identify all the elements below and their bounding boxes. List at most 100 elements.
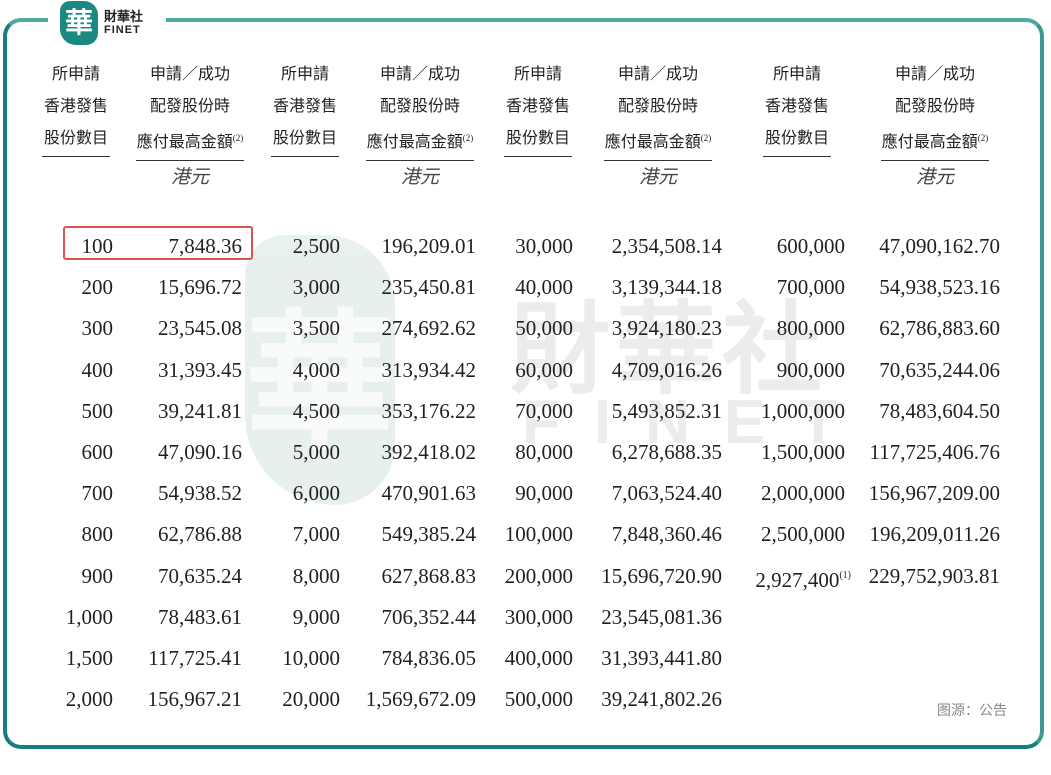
shares-value: 1,500,000: [761, 439, 845, 464]
shares-value: 5,000: [292, 439, 340, 464]
header-line: 香港發售: [266, 90, 344, 122]
cell-amount: 2,354,508.14: [611, 234, 722, 258]
cell-amount: 117,725.41: [148, 645, 242, 670]
cell-amount: 7,848.36: [168, 234, 243, 258]
shares-value: 800,000: [776, 316, 845, 341]
logo-mark-icon: 華: [60, 1, 98, 45]
shares-value: 2,927,400: [755, 567, 840, 592]
header-line: 配發股份時: [599, 90, 717, 122]
cell-amount: 4,709,016.26: [611, 357, 722, 382]
shares-value: 2,500: [292, 234, 340, 258]
cell-shares: 90,000: [463, 477, 573, 518]
cell-amount: 549,385.24: [381, 522, 477, 547]
cell-shares: 100: [3, 230, 114, 271]
currency-unit-label: 港元: [638, 167, 677, 188]
header-line: 股份數目: [266, 122, 344, 157]
shares-value: 1,000: [65, 604, 113, 629]
cell-amount: 235,450.81: [381, 275, 477, 300]
header-text: 香港發售: [505, 96, 570, 115]
cell-shares: 2,927,400(1): [735, 560, 851, 601]
header-text: 申請／成功: [379, 64, 460, 83]
cell-shares: 3,000: [230, 271, 340, 312]
header-text: 申請／成功: [617, 64, 698, 83]
cell-shares: 80,000: [463, 436, 573, 477]
header-text: 股份數目: [271, 122, 339, 157]
cell-amount: 62,786,883.60: [879, 316, 1000, 341]
footnote-ref: (2): [232, 133, 244, 143]
header-text: 配發股份時: [894, 96, 975, 115]
cell-shares: 7,000: [230, 518, 340, 559]
cell-amount: 78,483.61: [158, 604, 242, 629]
cell-amount: 31,393,441.80: [601, 645, 722, 670]
cell-amount: 353,176.22: [381, 398, 477, 423]
cell-shares: 20,000: [230, 683, 340, 724]
header-text: 所申請: [51, 64, 100, 83]
cell-shares: 800: [3, 518, 114, 559]
cell-shares: 9,000: [230, 601, 340, 642]
shares-value: 600,000: [776, 234, 845, 258]
header-shares-applied: 所申請 香港發售 股份數目: [37, 58, 115, 157]
cell-amount: 7,848,360.46: [611, 522, 722, 547]
shares-value: 1,000,000: [761, 398, 845, 423]
column-amount-group-4: 47,090,162.70 54,938,523.16 62,786,883.60 7…: [840, 230, 1000, 601]
shares-value: 500,000: [504, 687, 573, 712]
cell-amount: 470,901.63: [381, 481, 477, 506]
header-line: 香港發售: [499, 90, 577, 122]
column-shares-group-2: 2,500 3,000 3,500 4,000 4,500 5,000 6,000 7,000…: [230, 230, 340, 724]
cell-amount: 47,090,162.70: [879, 234, 1000, 258]
header-text: 股份數目: [505, 128, 570, 147]
header-text: 香港發售: [764, 96, 829, 115]
cell-shares: 500: [3, 395, 114, 436]
footnote-ref: (2): [977, 133, 989, 143]
header-text: 香港發售: [272, 96, 337, 115]
shares-value: 300: [81, 316, 114, 341]
shares-value: 70,000: [515, 398, 573, 423]
header-text: 配發股份時: [149, 96, 230, 115]
cell-amount: 39,241,802.26: [601, 687, 722, 712]
cell-amount: 784,836.05: [381, 645, 477, 670]
cell-amount: 3,924,180.23: [611, 316, 722, 341]
cell-shares: 400,000: [463, 642, 573, 683]
cell-shares: 200,000: [463, 560, 573, 601]
shares-value: 200,000: [504, 563, 573, 588]
cell-shares: 10,000: [230, 642, 340, 683]
header-line: 應付最高金額(2): [599, 122, 717, 161]
shares-value: 30,000: [515, 234, 573, 258]
cell-shares: 1,500,000: [735, 436, 845, 477]
shares-value: 4,500: [292, 398, 340, 423]
cell-shares: 6,000: [230, 477, 340, 518]
cell-shares: 600: [3, 436, 114, 477]
header-line: 香港發售: [758, 90, 836, 122]
header-max-amount: 申請／成功配發股份時 應付最高金額(2): [599, 58, 717, 161]
footnote-ref: (2): [462, 133, 474, 143]
cell-amount: 78,483,604.50: [879, 398, 1000, 423]
cell-amount: 196,209,011.26: [869, 522, 1000, 547]
column-shares-group-1: 100 200 300 400 500 600 700 800 900 1,000 1,500 2,0…: [3, 230, 113, 724]
cell-amount: 70,635.24: [158, 563, 242, 588]
header-text: 股份數目: [42, 122, 110, 157]
shares-value: 40,000: [515, 275, 573, 300]
cell-amount: 3,139,344.18: [611, 275, 722, 300]
shares-value: 100: [81, 234, 114, 258]
cell-amount: 23,545,081.36: [601, 604, 722, 629]
cell-shares: 500,000: [463, 683, 573, 724]
shares-value: 200: [81, 275, 114, 300]
header-line: 配發股份時: [876, 90, 994, 122]
cell-amount: 7,063,524.40: [611, 481, 722, 506]
cell-shares: 300,000: [463, 601, 573, 642]
header-line: 應付最高金額(2): [876, 122, 994, 161]
footnote-ref: (1): [839, 569, 851, 581]
currency-unit-label: 港元: [915, 167, 954, 188]
header-text: 所申請: [280, 64, 329, 83]
cell-shares: 1,500: [3, 642, 113, 683]
cell-shares: 400: [3, 354, 114, 395]
cell-amount: 62,786.88: [158, 522, 242, 547]
cell-amount: 54,938.52: [158, 481, 242, 506]
shares-value: 7,000: [292, 522, 340, 547]
header-line: 所申請: [758, 58, 836, 90]
header-text: 應付最高金額(2): [604, 122, 712, 161]
cell-shares: 800,000: [735, 312, 845, 353]
cell-shares: 2,000: [3, 683, 113, 724]
shares-value: 8,000: [292, 563, 340, 588]
header-text: 應付最高金額: [136, 132, 233, 151]
